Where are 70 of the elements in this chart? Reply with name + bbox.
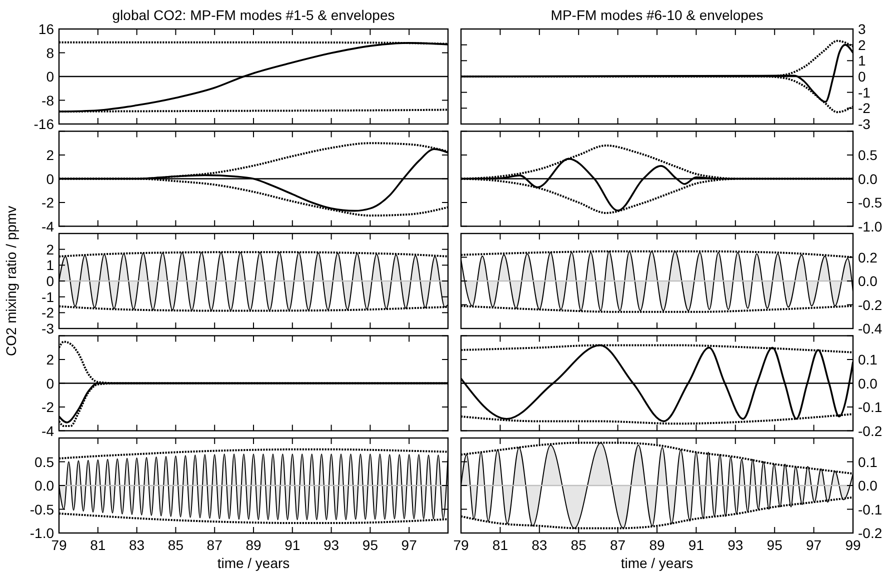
y-tick-label: -1 [42,288,54,305]
y-tick-label: 0 [46,170,54,187]
x-tick-label: 83 [532,537,548,553]
y-tick-label: -0.2 [858,296,882,313]
y-tick-label: 0 [46,375,54,392]
y-tick-label: 0.0 [858,273,878,289]
y-tick-label: -4 [42,422,54,439]
x-tick-label: 99 [845,537,861,553]
y-tick-label: -4 [42,218,54,234]
y-tick-label: -2 [42,399,54,415]
x-tick-label: 91 [688,537,704,553]
y-tick-label: 0.0 [858,478,878,494]
chart-title: global CO2: MP-FM modes #1-5 & envelopes [112,7,395,23]
x-tick-label: 95 [766,537,783,553]
x-tick-label: 81 [90,537,106,553]
y-tick-label: 0.0 [34,478,54,494]
y-tick-label: 1 [46,257,54,274]
x-tick-label: 87 [610,537,626,553]
y-tick-label: 0 [46,273,54,289]
x-tick-label: 85 [168,537,184,553]
y-tick-label: -3 [42,320,54,336]
x-tick-label: 97 [401,537,418,553]
y-tick-label: -0.1 [858,399,882,415]
y-tick-label: 8 [46,44,54,61]
x-tick-label: 93 [324,537,340,553]
x-tick-label: 89 [649,537,665,553]
y-tick-label: 0 [46,68,54,84]
y-tick-label: -0.2 [858,525,882,541]
y-tick-label: 0 [858,68,866,84]
y-tick-label: -2 [42,304,54,321]
y-tick-label: 0.5 [858,147,878,163]
y-tick-label: -1.0 [858,218,882,234]
x-tick-label: 89 [246,537,262,553]
chart-title: MP-FM modes #6-10 & envelopes [550,7,764,23]
y-tick-label: 3 [858,21,866,37]
x-tick-label: 81 [492,537,508,553]
y-tick-label: -1 [858,84,871,100]
y-tick-label: 0.0 [858,170,878,187]
x-axis-title: time / years [620,555,694,571]
x-axis-title: time / years [217,555,290,571]
x-tick-label: 83 [129,537,145,553]
y-tick-label: 0.2 [858,249,878,266]
y-tick-label: -0.5 [858,194,882,210]
y-tick-label: 2 [46,147,54,163]
y-tick-label: -8 [42,92,54,108]
y-tick-label: 0.0 [858,375,878,392]
y-tick-label: 2 [46,352,54,368]
y-tick-label: 2 [46,241,54,258]
x-tick-label: 79 [453,537,469,553]
y-tick-label: 0.5 [34,454,54,470]
y-tick-label: -2 [42,194,54,210]
x-tick-label: 91 [284,537,300,553]
x-tick-label: 95 [362,537,378,553]
y-tick-label: -0.4 [858,320,882,336]
y-tick-label: 2 [858,36,866,53]
y-tick-label: -0.2 [858,422,882,439]
y-axis-title: CO2 mixing ratio / ppmv [3,206,19,356]
y-tick-label: -0.5 [30,501,54,518]
y-tick-label: -2 [858,100,871,116]
y-tick-label: 0.1 [858,352,878,368]
x-tick-label: 93 [728,537,744,553]
x-tick-label: 97 [806,537,822,553]
y-tick-label: -16 [34,116,54,132]
x-tick-label: 85 [570,537,587,553]
y-tick-label: -0.1 [858,501,882,518]
y-tick-label: 1 [858,52,866,69]
y-tick-label: 0.1 [858,454,878,470]
x-tick-label: 87 [206,537,223,553]
y-tick-label: -3 [858,116,871,132]
y-tick-label: 16 [38,21,54,37]
